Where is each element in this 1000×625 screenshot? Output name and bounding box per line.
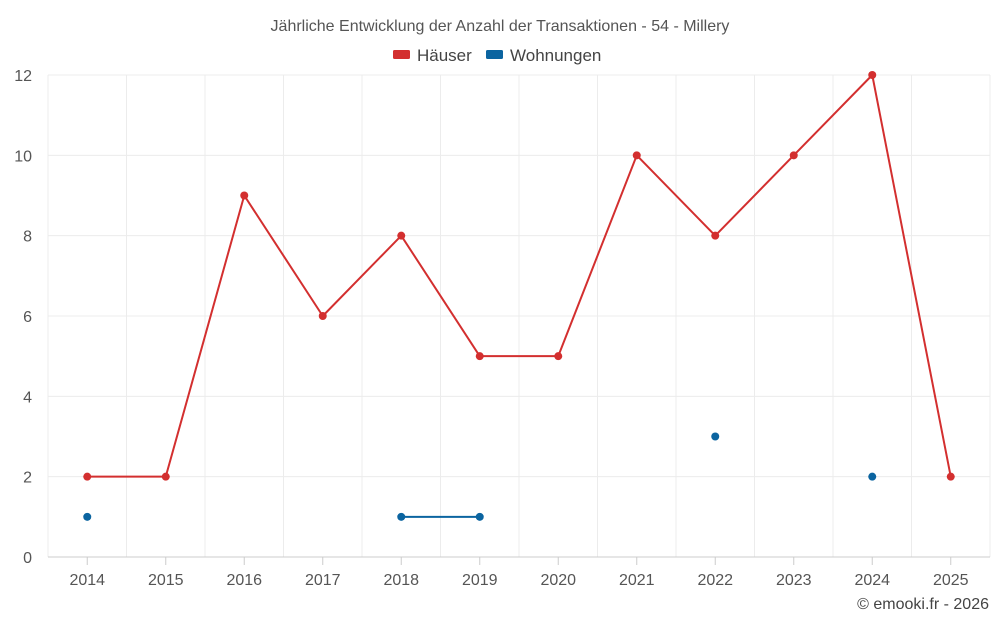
x-tick-label: 2022 bbox=[697, 572, 733, 589]
series-haeuser bbox=[83, 71, 955, 481]
y-axis: 0 2 4 6 8 10 12 bbox=[14, 68, 32, 567]
series-line-haeuser bbox=[87, 74, 952, 478]
x-tick-label: 2014 bbox=[69, 572, 105, 589]
x-tick-label: 2016 bbox=[226, 572, 262, 589]
x-tick-label: 2018 bbox=[383, 572, 419, 589]
data-point-wohnungen[interactable] bbox=[868, 472, 877, 481]
data-point-haeuser[interactable] bbox=[397, 231, 406, 240]
x-tick-label: 2021 bbox=[619, 572, 655, 589]
series-layer bbox=[83, 71, 955, 521]
data-point-haeuser[interactable] bbox=[946, 472, 955, 481]
x-tick-label: 2024 bbox=[854, 572, 890, 589]
x-tick-label: 2019 bbox=[462, 572, 498, 589]
data-point-wohnungen[interactable] bbox=[83, 512, 92, 521]
data-point-haeuser[interactable] bbox=[868, 71, 877, 79]
legend-swatch-haeuser bbox=[393, 50, 410, 59]
y-tick-label: 4 bbox=[23, 389, 32, 406]
x-tick-label: 2015 bbox=[148, 572, 184, 589]
legend-item-haeuser[interactable]: Häuser bbox=[393, 46, 472, 65]
x-tick-label: 2017 bbox=[305, 572, 341, 589]
data-point-haeuser[interactable] bbox=[554, 352, 563, 361]
legend-swatch-wohnungen bbox=[486, 50, 503, 59]
x-axis: 2014 2015 2016 2017 2018 2019 2020 2021 2022 2023… bbox=[48, 556, 990, 589]
data-point-haeuser[interactable] bbox=[161, 472, 170, 481]
data-point-haeuser[interactable] bbox=[711, 231, 720, 240]
x-tick-label: 2025 bbox=[933, 572, 969, 589]
y-tick-label: 8 bbox=[23, 229, 32, 246]
data-point-wohnungen[interactable] bbox=[711, 432, 720, 441]
grid bbox=[47, 74, 991, 557]
chart-title: Jährliche Entwicklung der Anzahl der Tra… bbox=[271, 18, 730, 35]
y-tick-label: 12 bbox=[14, 68, 32, 85]
data-point-haeuser[interactable] bbox=[789, 151, 798, 160]
x-tick-label: 2020 bbox=[540, 572, 576, 589]
y-tick-label: 0 bbox=[23, 550, 32, 567]
legend-label-wohnungen: Wohnungen bbox=[510, 46, 601, 65]
x-tick-label: 2023 bbox=[776, 572, 812, 589]
data-point-haeuser[interactable] bbox=[318, 312, 327, 320]
data-point-haeuser[interactable] bbox=[475, 352, 484, 361]
legend-label-haeuser: Häuser bbox=[417, 46, 472, 65]
data-point-wohnungen[interactable] bbox=[397, 512, 406, 521]
y-tick-label: 10 bbox=[14, 148, 32, 165]
series-wohnungen bbox=[83, 432, 877, 521]
data-point-haeuser[interactable] bbox=[83, 472, 92, 481]
data-point-haeuser[interactable] bbox=[632, 151, 641, 160]
legend: Häuser Wohnungen bbox=[393, 46, 601, 65]
y-tick-label: 6 bbox=[23, 309, 32, 326]
legend-item-wohnungen[interactable]: Wohnungen bbox=[486, 46, 601, 65]
credit-text: © emooki.fr - 2026 bbox=[857, 596, 989, 613]
y-tick-label: 2 bbox=[23, 470, 32, 487]
data-point-wohnungen[interactable] bbox=[475, 512, 484, 521]
data-point-haeuser[interactable] bbox=[240, 191, 249, 200]
